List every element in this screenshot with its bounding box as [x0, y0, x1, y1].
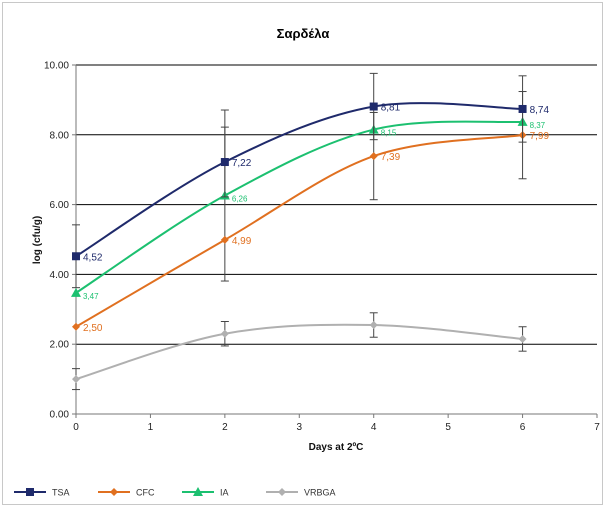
- x-tick-label: 0: [73, 422, 79, 433]
- legend-label: IA: [220, 488, 229, 498]
- data-point: [369, 152, 378, 161]
- data-label: 8,81: [381, 103, 401, 114]
- y-tick-label: 10.00: [44, 61, 69, 72]
- data-label: 8,74: [530, 105, 550, 116]
- legend-marker: [193, 487, 203, 496]
- legend-item: TSA: [14, 488, 70, 498]
- legend: TSA CFC IA VRBGA: [14, 487, 336, 498]
- legend-item: CFC: [98, 488, 155, 498]
- data-label: 4,99: [232, 236, 252, 247]
- data-label: 8,37: [530, 121, 546, 130]
- y-tick-label: 8.00: [50, 130, 70, 141]
- chart-frame: [2, 2, 603, 505]
- x-tick-label: 7: [594, 422, 600, 433]
- data-point: [369, 102, 378, 111]
- legend-marker: [278, 488, 286, 496]
- data-label: 6,26: [232, 195, 248, 204]
- y-axis-label: log (cfu/g): [32, 216, 43, 264]
- y-tick-labels: 0.00 2.00 4.00 6.00 8.00 10.00: [44, 61, 69, 421]
- legend-marker: [110, 488, 118, 496]
- data-label: 7,22: [232, 158, 252, 169]
- gridlines: [76, 64, 597, 345]
- data-point: [518, 104, 527, 113]
- data-label: 3,47: [83, 292, 99, 301]
- data-point: [220, 235, 229, 244]
- legend-label: VRBGA: [304, 488, 336, 498]
- y-tick-label: 6.00: [50, 200, 70, 211]
- data-label: 4,52: [83, 252, 103, 263]
- x-tick-label: 4: [371, 422, 377, 433]
- x-tick-labels: 0 1 2 3 4 5 6 7: [73, 422, 600, 433]
- series-line: [75, 323, 523, 381]
- data-point: [369, 321, 378, 330]
- y-tick-label: 2.00: [50, 340, 70, 351]
- series-layer: 3,47 6,26 8,15 8,37 2,50 4,99 7,39 7,99 4,52 7,22…: [71, 72, 550, 391]
- data-point: [72, 375, 80, 384]
- data-label: 2,50: [83, 323, 103, 334]
- x-axis-label: Days at 2ºC: [309, 442, 364, 453]
- y-tick-label: 0.00: [50, 410, 70, 421]
- legend-label: TSA: [52, 488, 70, 498]
- data-point: [518, 334, 527, 343]
- x-tick-label: 6: [520, 422, 526, 433]
- series-line: [75, 120, 523, 294]
- x-tick-label: 1: [148, 422, 154, 433]
- legend-label: CFC: [136, 488, 155, 498]
- data-point: [220, 329, 229, 338]
- series-cfc: 2,50 4,99 7,39 7,99: [72, 91, 550, 334]
- x-tick-label: 3: [297, 422, 303, 433]
- legend-item: IA: [182, 487, 229, 498]
- series-line: [75, 134, 523, 328]
- legend-marker: [26, 488, 34, 496]
- data-point: [71, 287, 81, 297]
- data-label: 7,39: [381, 152, 401, 163]
- legend-item: VRBGA: [266, 488, 336, 498]
- data-label: 8,15: [381, 129, 397, 138]
- x-tick-label: 2: [222, 422, 228, 433]
- data-point: [72, 322, 80, 331]
- series-line: [75, 102, 523, 258]
- data-label: 7,99: [530, 131, 550, 142]
- x-tick-label: 5: [445, 422, 451, 433]
- data-point: [220, 158, 229, 167]
- chart-title: Σαρδέλα: [277, 26, 330, 41]
- series-tsa: 4,52 7,22 8,81 8,74: [72, 72, 550, 289]
- data-point: [72, 252, 80, 261]
- series-vrbga: [72, 312, 527, 391]
- y-tick-label: 4.00: [50, 270, 70, 281]
